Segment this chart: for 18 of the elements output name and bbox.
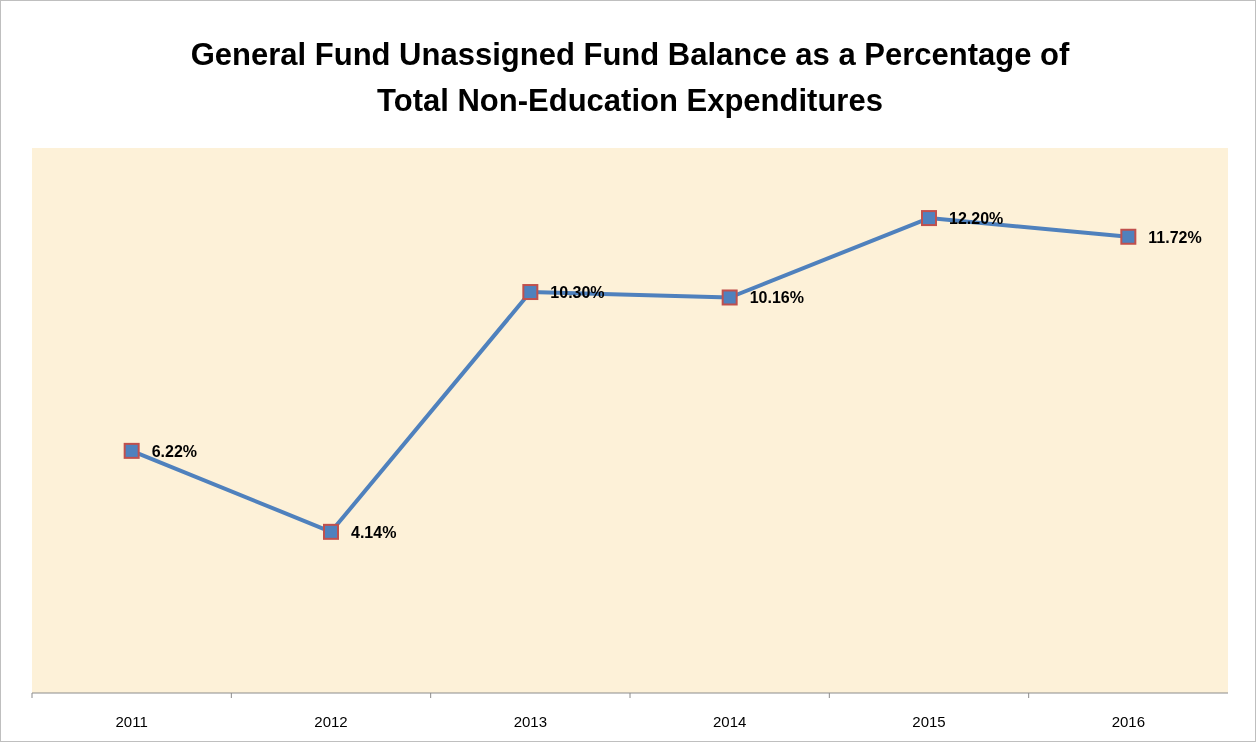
chart-title: General Fund Unassigned Fund Balance as a Percentage of Total Non-Education Expenditures bbox=[190, 37, 1070, 118]
point bbox=[522, 284, 539, 301]
data-label: 6.22% bbox=[151, 442, 198, 460]
point bbox=[1120, 228, 1137, 245]
x-tick-label: 2011 bbox=[115, 713, 148, 730]
x-tick-label: 2016 bbox=[1111, 713, 1146, 730]
point bbox=[123, 442, 140, 459]
x-tick-label: 2015 bbox=[912, 713, 946, 730]
point bbox=[721, 289, 738, 306]
data-label: 11.72% bbox=[1148, 228, 1202, 246]
x-tick-label: 2013 bbox=[513, 713, 548, 730]
point bbox=[921, 210, 937, 227]
x-tick-label: 2014 bbox=[712, 713, 747, 730]
data-label: 4.14% bbox=[351, 523, 397, 541]
x-tick-label: 2012 bbox=[314, 713, 348, 730]
data-label: 10.30% bbox=[550, 284, 605, 302]
point bbox=[323, 523, 339, 540]
data-label: 10.16% bbox=[749, 289, 804, 307]
